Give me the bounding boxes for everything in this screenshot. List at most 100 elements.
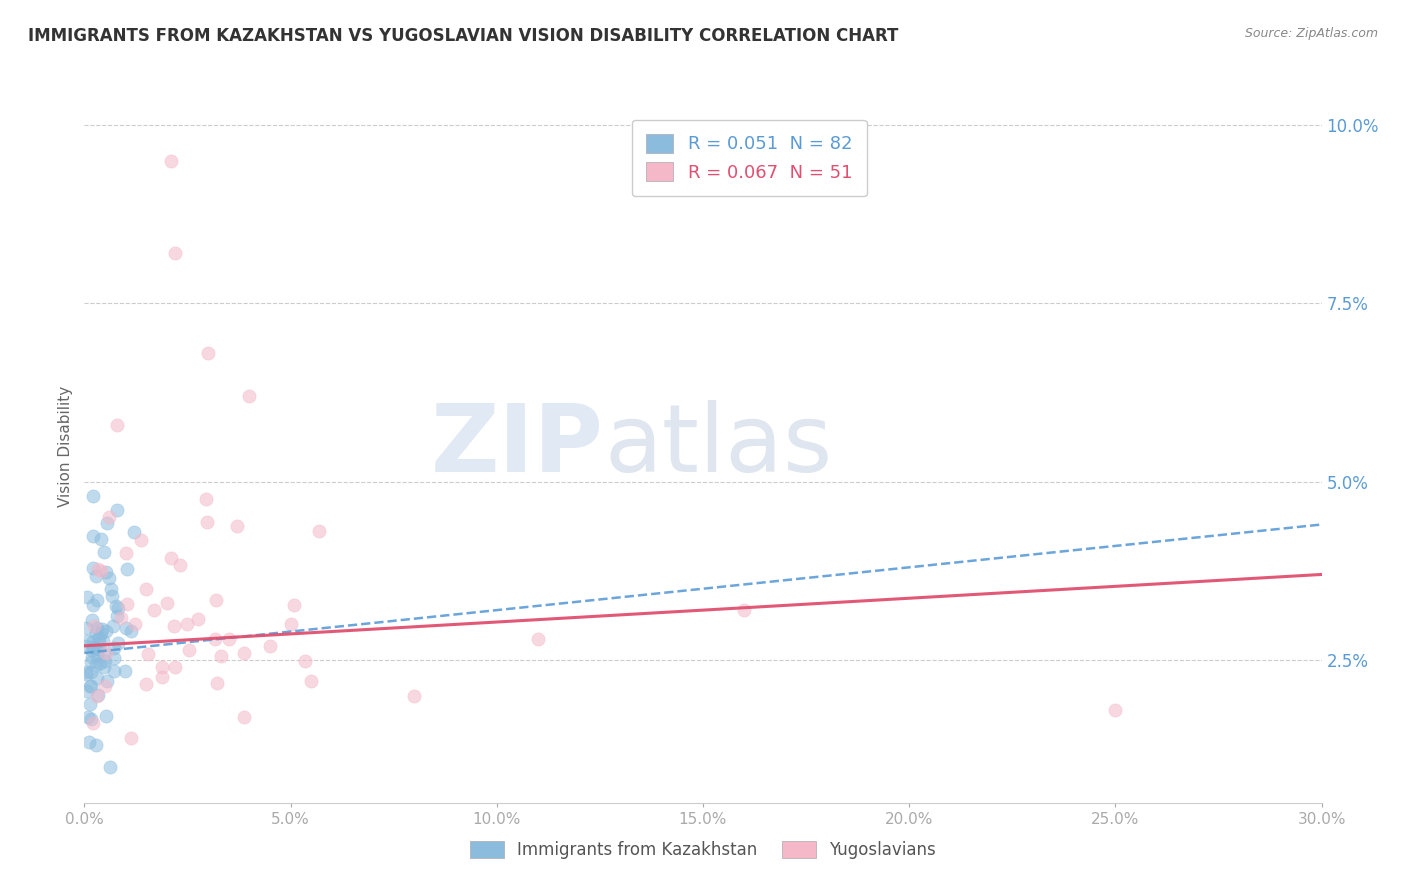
Point: [96, 673, 118, 688]
Point: [238, 389, 260, 403]
Point: [89, 656, 111, 670]
Point: [105, 417, 128, 432]
Point: [80, 613, 103, 627]
Point: [76, 684, 98, 698]
Point: [84, 626, 107, 640]
Point: [86, 621, 108, 635]
Point: [87, 642, 110, 657]
Point: [150, 659, 173, 673]
Point: [105, 599, 128, 614]
Point: [93, 660, 115, 674]
Text: ZIP: ZIP: [432, 400, 605, 492]
Point: [76, 633, 98, 648]
Point: [75, 621, 97, 635]
Point: [89, 634, 111, 648]
Point: [205, 676, 228, 690]
Point: [107, 601, 129, 615]
Point: [100, 582, 122, 596]
Point: [98, 760, 121, 774]
Point: [86, 648, 108, 663]
Point: [114, 546, 136, 560]
Point: [103, 664, 125, 678]
Point: [80, 679, 103, 693]
Point: [115, 597, 138, 611]
Point: [308, 524, 330, 538]
Point: [79, 697, 101, 711]
Point: [96, 709, 118, 723]
Point: [205, 592, 228, 607]
Point: [90, 564, 112, 578]
Point: [84, 568, 107, 582]
Point: [103, 650, 125, 665]
Y-axis label: Vision Disability: Vision Disability: [58, 385, 73, 507]
Point: [80, 649, 103, 664]
Point: [527, 632, 550, 646]
Point: [98, 510, 121, 524]
Point: [82, 642, 104, 657]
Point: [87, 562, 110, 576]
Point: [135, 677, 157, 691]
Point: [150, 670, 173, 684]
Point: [225, 518, 247, 533]
Point: [98, 571, 121, 585]
Point: [169, 558, 191, 573]
Point: [94, 654, 117, 668]
Point: [94, 565, 117, 579]
Text: IMMIGRANTS FROM KAZAKHSTAN VS YUGOSLAVIAN VISION DISABILITY CORRELATION CHART: IMMIGRANTS FROM KAZAKHSTAN VS YUGOSLAVIA…: [28, 27, 898, 45]
Point: [83, 640, 105, 655]
Point: [86, 738, 108, 752]
Point: [86, 689, 108, 703]
Point: [87, 688, 110, 702]
Point: [86, 671, 108, 685]
Point: [82, 634, 104, 648]
Point: [135, 582, 157, 596]
Point: [82, 529, 104, 543]
Point: [75, 639, 97, 653]
Point: [280, 617, 302, 632]
Point: [160, 153, 183, 168]
Point: [83, 619, 105, 633]
Point: [100, 589, 122, 603]
Point: [75, 667, 97, 681]
Point: [77, 709, 100, 723]
Point: [259, 639, 281, 653]
Point: [160, 550, 183, 565]
Text: atlas: atlas: [605, 400, 832, 492]
Point: [165, 246, 187, 260]
Point: [82, 598, 104, 612]
Point: [87, 630, 110, 644]
Point: [122, 524, 145, 539]
Point: [186, 612, 208, 626]
Point: [733, 603, 755, 617]
Point: [84, 658, 107, 673]
Point: [93, 544, 115, 558]
Point: [232, 710, 254, 724]
Point: [90, 532, 112, 546]
Point: [209, 649, 232, 664]
Point: [120, 731, 142, 745]
Legend: Immigrants from Kazakhstan, Yugoslavians: Immigrants from Kazakhstan, Yugoslavians: [464, 834, 942, 866]
Point: [294, 654, 316, 668]
Point: [204, 632, 226, 646]
Point: [80, 665, 103, 680]
Point: [1104, 703, 1126, 717]
Point: [80, 712, 103, 726]
Point: [195, 515, 218, 529]
Point: [75, 665, 97, 679]
Point: [76, 591, 98, 605]
Point: [283, 598, 305, 612]
Point: [91, 623, 114, 637]
Point: [195, 492, 218, 507]
Point: [94, 679, 117, 693]
Point: [404, 689, 426, 703]
Point: [80, 655, 103, 669]
Point: [105, 609, 128, 624]
Point: [101, 618, 124, 632]
Point: [93, 647, 115, 661]
Point: [90, 625, 112, 640]
Point: [107, 636, 129, 650]
Point: [114, 664, 136, 678]
Point: [233, 646, 256, 660]
Point: [110, 611, 132, 625]
Point: [124, 617, 146, 632]
